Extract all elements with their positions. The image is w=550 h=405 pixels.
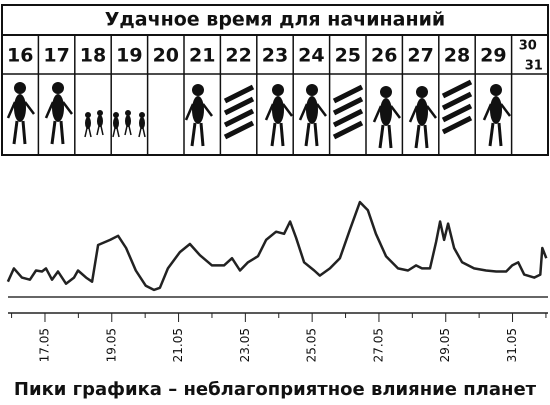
- icon: [96, 109, 104, 136]
- day-number: 22: [225, 45, 251, 67]
- icon: [443, 82, 471, 132]
- x-tick-label: 19.05: [104, 328, 118, 362]
- line: [6, 200, 548, 292]
- icon: [84, 111, 92, 138]
- table-frame: [1, 4, 549, 156]
- table-title: Удачное время для начинаний: [105, 9, 445, 31]
- day-number: 30: [519, 39, 537, 54]
- day-number: 23: [262, 45, 288, 67]
- day-number: 26: [371, 45, 397, 67]
- day-number: 28: [444, 45, 470, 67]
- icon: [44, 80, 74, 146]
- icon: [124, 109, 132, 136]
- icons: [6, 80, 512, 150]
- icon: [112, 111, 120, 138]
- day-number: 19: [116, 45, 142, 67]
- day-number: 31: [525, 59, 543, 74]
- day-number: 17: [43, 45, 69, 67]
- icon: [225, 87, 253, 137]
- day-number: 25: [335, 45, 361, 67]
- caption: Пики графика – неблагоприятное влияние п…: [14, 379, 537, 400]
- icon: [264, 82, 294, 148]
- x-tick-label: 17.05: [37, 328, 51, 362]
- icon: [298, 82, 328, 148]
- x-tick-label: 31.05: [505, 328, 519, 362]
- day-number: 21: [189, 45, 215, 67]
- icon: [184, 82, 214, 148]
- day-number: 27: [407, 45, 433, 67]
- icon: [372, 84, 402, 150]
- x-tick-label: 29.05: [438, 328, 452, 362]
- icon: [408, 84, 438, 150]
- icon: [6, 80, 36, 146]
- icon: [334, 87, 362, 137]
- x-tick-label: 27.05: [371, 328, 385, 362]
- icon: [482, 82, 512, 148]
- x-tick-label: 23.05: [238, 328, 252, 362]
- day-number: 29: [480, 45, 506, 67]
- icon: [138, 111, 146, 138]
- day-number: 16: [7, 45, 33, 67]
- day-number: 18: [80, 45, 106, 67]
- x-tick-label: 25.05: [305, 328, 319, 362]
- x-tick-label: 21.05: [171, 328, 185, 362]
- day-number: 24: [298, 45, 324, 67]
- day-number: 20: [153, 45, 179, 67]
